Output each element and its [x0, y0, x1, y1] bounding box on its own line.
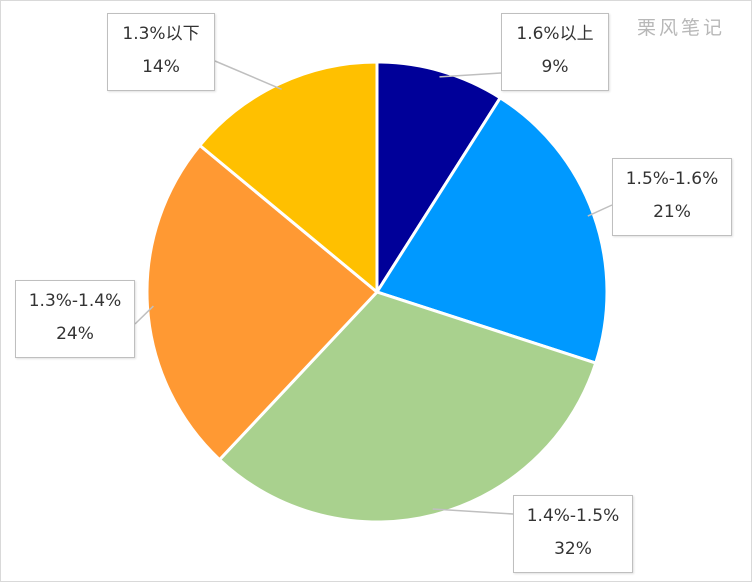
slice-percent: 9%: [541, 57, 569, 77]
slice-percent: 24%: [56, 324, 94, 344]
slice-label: 1.3%-1.4%: [28, 291, 122, 311]
callout-1-3-to-1-4: 1.3%-1.4% 24%: [15, 280, 135, 358]
slice-percent: 21%: [653, 202, 691, 222]
slice-percent: 14%: [142, 57, 180, 77]
slice-label: 1.5%-1.6%: [625, 169, 719, 189]
callout-1-6-above: 1.6%以上 9%: [501, 13, 609, 91]
slice-percent: 32%: [554, 539, 592, 559]
leader-line-0: [439, 72, 502, 78]
leader-line-2: [432, 508, 514, 515]
slice-label: 1.6%以上: [516, 24, 594, 44]
pie-slice-3: [145, 143, 379, 462]
leader-line-1: [587, 204, 613, 217]
pie-slice-0: [375, 60, 502, 294]
pie-slice-2: [218, 290, 598, 524]
callout-1-4-to-1-5: 1.4%-1.5% 32%: [513, 495, 633, 573]
callout-1-5-to-1-6: 1.5%-1.6% 21%: [612, 158, 732, 236]
watermark: 栗风笔记: [636, 17, 725, 39]
callout-1-3-below: 1.3%以下 14%: [107, 13, 215, 91]
pie-slice-4: [198, 60, 379, 294]
slice-label: 1.4%-1.5%: [526, 506, 620, 526]
leader-line-4: [214, 60, 282, 90]
slice-label: 1.3%以下: [122, 24, 200, 44]
leader-line-3: [134, 305, 154, 325]
